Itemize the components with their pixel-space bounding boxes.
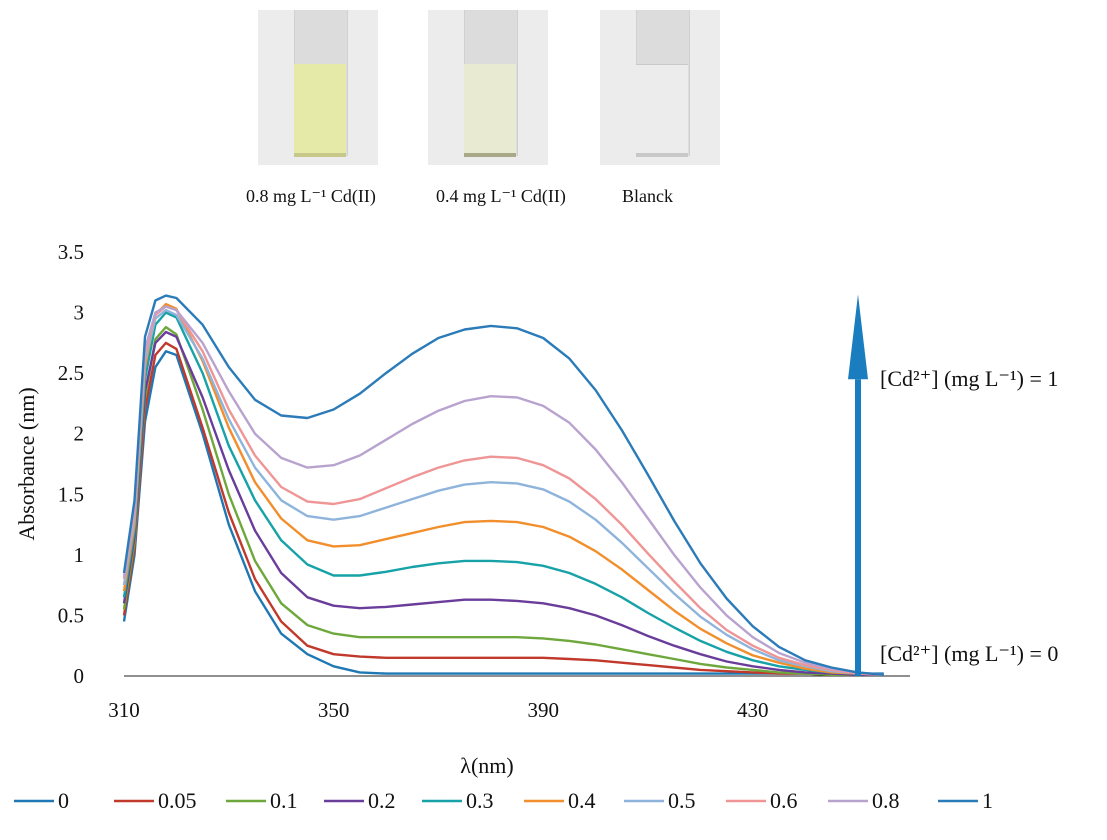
series-line-0_8 [122,305,884,676]
legend-label: 1 [982,788,993,813]
annotations: [Cd²⁺] (mg L⁻¹) = 1 [Cd²⁺] (mg L⁻¹) = 0 [848,294,1058,676]
series-line-0_3 [122,311,884,676]
y-tick-label: 3 [74,301,85,325]
y-tick-label: 2 [74,422,85,446]
series-line-0_6 [122,305,884,676]
legend-label: 0.1 [270,788,298,813]
x-tick-label: 310 [108,698,140,722]
annotation-top: [Cd²⁺] (mg L⁻¹) = 1 [880,366,1058,391]
y-tick-label: 3.5 [58,240,84,264]
x-tick-label: 430 [737,698,769,722]
legend-label: 0 [58,788,69,813]
y-tick-label: 1.5 [58,482,84,506]
legend: 0 0.05 0.1 0.2 0.3 0.4 0.5 0.6 0.8 1 [14,788,993,813]
series-line-0_4 [122,302,884,676]
vial-image-0.8 [258,10,378,165]
vial-liquid [636,64,688,157]
vial-image-0.4 [428,10,548,165]
vial-liquid [464,64,516,156]
y-tick-label: 0 [74,664,85,688]
concentration-arrow-icon [848,294,868,380]
legend-label: 0.6 [770,788,798,813]
absorbance-chart: 0 0.5 1 1.5 2 2.5 3 3.5 310 350 390 430 Absorbance (… [14,240,1058,813]
legend-label: 0.8 [872,788,900,813]
legend-label: 0.05 [158,788,197,813]
y-tick-label: 0.5 [58,603,84,627]
vial-label-blank: Blanck [622,186,673,206]
y-tick-label: 1 [74,543,85,567]
legend-label: 0.2 [368,788,396,813]
legend-label: 0.5 [668,788,696,813]
vial-label-0.8: 0.8 mg L⁻¹ Cd(II) [246,186,376,206]
series-line-0 [122,350,884,675]
vial-liquid [294,64,346,156]
legend-label: 0.3 [466,788,494,813]
series-line-0_05 [122,341,884,676]
y-axis-label: Absorbance (nm) [14,387,39,540]
y-tick-label: 2.5 [58,361,84,385]
vial-label-0.4: 0.4 mg L⁻¹ Cd(II) [436,186,566,206]
x-tick-label: 350 [318,698,350,722]
series-line-0_5 [122,308,884,676]
x-axis-label: λ(nm) [460,753,513,778]
legend-label: 0.4 [568,788,596,813]
annotation-bottom: [Cd²⁺] (mg L⁻¹) = 0 [880,641,1058,666]
axes: 0 0.5 1 1.5 2 2.5 3 3.5 310 350 390 430 Absorbance (… [14,240,910,778]
series-group [122,294,884,676]
series-line-1 [122,294,884,676]
x-tick-label: 390 [527,698,559,722]
vial-photos: 0.8 mg L⁻¹ Cd(II) 0.4 mg L⁻¹ Cd(II) Blan… [0,0,1107,230]
vial-image-blank [600,10,720,165]
series-line-0_2 [122,330,884,676]
